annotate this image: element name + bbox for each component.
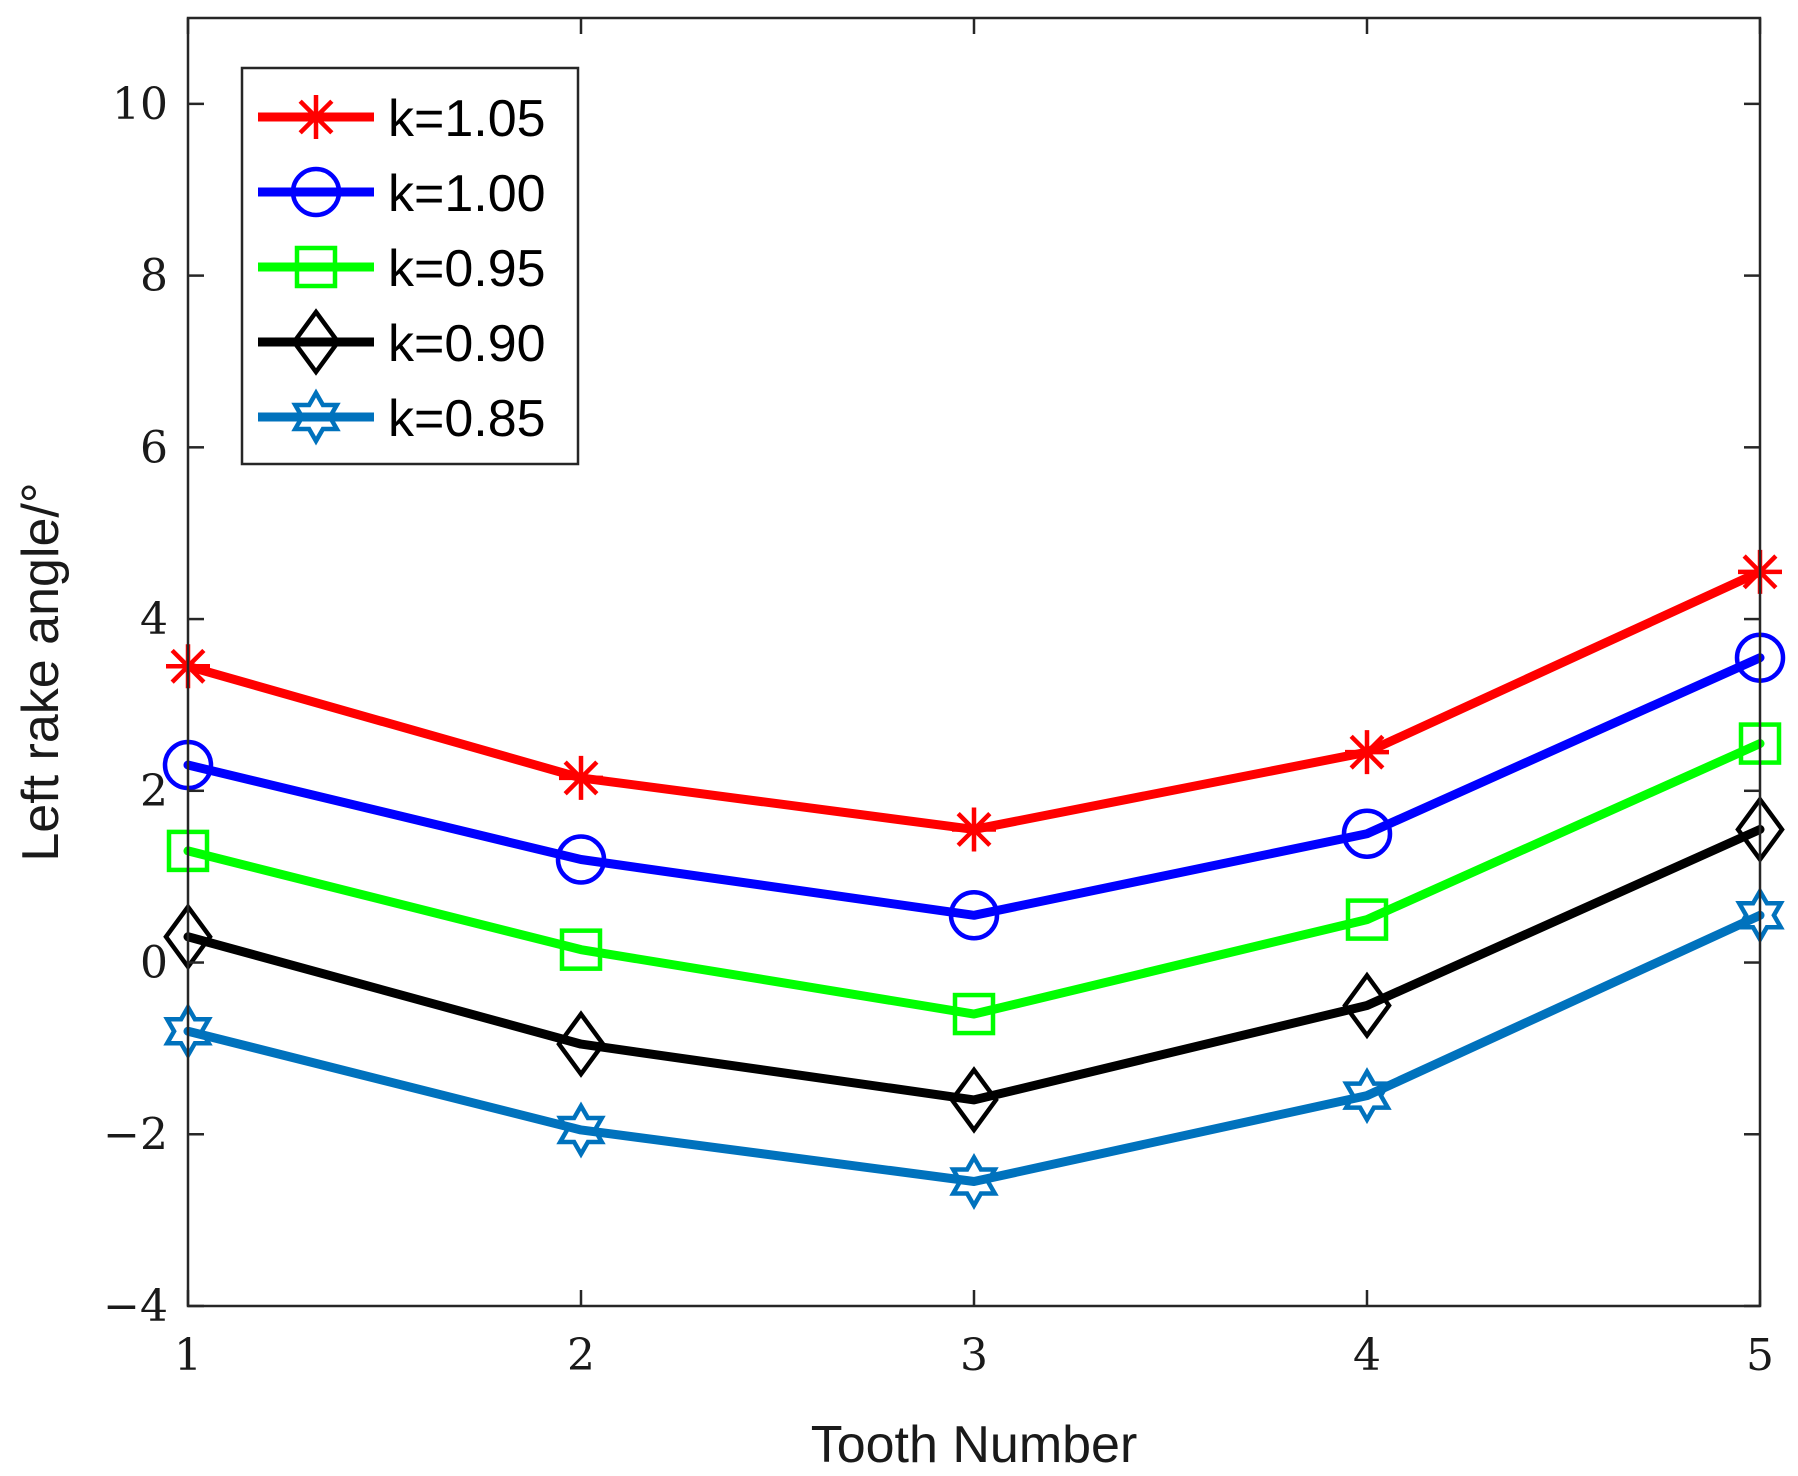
y-tick-label: 8 xyxy=(140,251,168,302)
legend-label: k=0.95 xyxy=(388,240,546,298)
legend-marker xyxy=(290,166,342,218)
legend-marker xyxy=(291,388,341,446)
data-point xyxy=(949,1066,999,1134)
y-tick-label: 2 xyxy=(140,766,168,817)
data-point xyxy=(952,807,996,852)
data-point xyxy=(1342,971,1392,1040)
legend-marker xyxy=(291,308,341,376)
series-line xyxy=(183,739,1765,1019)
data-point xyxy=(556,1010,606,1078)
series-k=0.95 xyxy=(166,722,1782,1036)
legend-label: k=0.85 xyxy=(388,390,546,448)
legend-item: k=0.90 xyxy=(258,308,546,376)
data-point xyxy=(1345,730,1389,775)
series-line xyxy=(183,567,1765,834)
series-k=1.05 xyxy=(166,549,1782,852)
ticks-layer: 1 2 3 4 5 −4 −2 0 2 4 6 8 10 xyxy=(103,18,1774,1381)
legend-item: k=1.00 xyxy=(258,165,546,223)
legend-label: k=1.00 xyxy=(388,165,546,223)
data-point xyxy=(949,1152,999,1211)
data-point xyxy=(948,890,1000,941)
legend-item: k=0.95 xyxy=(258,240,546,298)
data-point xyxy=(556,1101,606,1159)
data-point xyxy=(559,755,603,800)
y-tick-label: −2 xyxy=(103,1109,168,1160)
data-point xyxy=(1341,808,1393,859)
data-point xyxy=(1342,1067,1392,1125)
data-point xyxy=(555,834,607,885)
legend-item: k=0.85 xyxy=(258,388,546,448)
series-line xyxy=(183,653,1765,920)
legend-item: k=1.05 xyxy=(258,90,546,148)
x-tick-label: 1 xyxy=(174,1330,202,1381)
x-tick-label: 4 xyxy=(1353,1330,1381,1381)
y-tick-label: 10 xyxy=(112,79,168,130)
y-axis-title: Left rake angle/° xyxy=(12,482,70,861)
x-tick-label: 3 xyxy=(960,1330,988,1381)
y-tick-label: −4 xyxy=(103,1281,168,1332)
data-point xyxy=(559,928,603,971)
y-tick-label: 0 xyxy=(140,938,168,989)
legend-label: k=0.90 xyxy=(388,315,546,373)
x-axis-title: Tooth Number xyxy=(811,1416,1138,1474)
series-line xyxy=(183,824,1765,1105)
legend-label: k=1.05 xyxy=(388,90,546,148)
data-point xyxy=(1345,898,1389,941)
x-tick-label: 2 xyxy=(567,1330,595,1381)
legend-marker xyxy=(294,245,338,289)
series-k=1.00 xyxy=(162,632,1786,941)
series-line xyxy=(183,910,1765,1186)
data-point xyxy=(952,992,996,1036)
series-layer xyxy=(162,549,1786,1211)
y-tick-label: 6 xyxy=(140,422,168,473)
legend-marker xyxy=(294,95,338,139)
x-tick-label: 5 xyxy=(1746,1330,1774,1381)
legend: k=1.05 k=1.00 k=0.95 k=0.90 k=0.85 xyxy=(240,66,580,466)
y-tick-label: 4 xyxy=(140,594,168,645)
